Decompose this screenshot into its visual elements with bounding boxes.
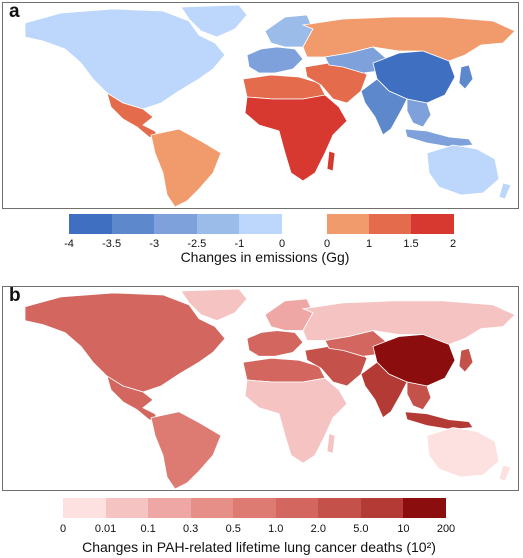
emissions-negative-tick-label: -1 <box>234 238 245 250</box>
emissions-negative-swatch-1 <box>111 214 155 234</box>
panel-label-b: b <box>9 286 21 306</box>
emissions-positive-tick-label: 1 <box>365 238 373 250</box>
deaths-swatch-3 <box>190 498 234 518</box>
deaths-region-india <box>360 361 408 419</box>
emissions-region-australia <box>426 144 500 196</box>
world-map-cancer-deaths <box>24 288 516 490</box>
deaths-region-southeast-asia <box>406 381 432 411</box>
deaths-region-japan <box>458 347 474 373</box>
deaths-region-africa <box>244 377 348 464</box>
deaths-swatch-0 <box>63 498 107 518</box>
deaths-swatch-5 <box>275 498 319 518</box>
emissions-positive-swatch-2 <box>411 214 454 234</box>
deaths-tick-label: 0 <box>59 523 67 535</box>
emissions-negative-tick-label: 0 <box>278 238 286 250</box>
emissions-region-africa <box>244 94 348 182</box>
deaths-tick-label: 0.3 <box>183 523 199 535</box>
deaths-region-south-america <box>150 411 222 490</box>
emissions-negative-swatch-4 <box>239 214 283 234</box>
emissions-region-indonesia <box>404 128 474 148</box>
emissions-region-greenland <box>180 4 248 38</box>
emissions-negative-tick-label: -3.5 <box>102 238 122 250</box>
deaths-region-indonesia <box>404 411 474 430</box>
emissions-positive-tick-label: 2 <box>449 238 457 250</box>
emissions-region-southeast-asia <box>406 98 432 128</box>
deaths-region-europe-west <box>246 330 304 357</box>
legend-title-emissions: Changes in emissions (Gg) <box>180 249 350 265</box>
emissions-negative-swatch-3 <box>196 214 240 234</box>
emissions-region-india <box>360 78 408 136</box>
emissions-positive-tick-label: 1.5 <box>403 238 419 250</box>
map-panel-b: b <box>2 286 519 491</box>
emissions-region-new-zealand <box>498 182 512 200</box>
deaths-tick-label: 0.1 <box>140 523 156 535</box>
deaths-swatch-4 <box>233 498 277 518</box>
deaths-swatch-6 <box>318 498 362 518</box>
deaths-region-australia <box>426 427 500 478</box>
emissions-region-south-america <box>150 128 222 208</box>
emissions-negative-tick-label: -4 <box>64 238 74 250</box>
legend-title-cancer-deaths: Changes in PAH-related lifetime lung can… <box>82 539 436 555</box>
deaths-tick-label: 2.0 <box>310 523 326 535</box>
deaths-tick-label: 5.0 <box>353 523 369 535</box>
deaths-swatch-2 <box>148 498 192 518</box>
emissions-positive-tick-label: 0 <box>323 238 331 250</box>
deaths-region-greenland <box>180 288 248 322</box>
emissions-region-japan <box>458 64 474 90</box>
legend-emissions: -4 -3.5 -3 -2.5 -1 0 0 1 1.5 2 Changes in emissi… <box>0 212 523 272</box>
deaths-region-north-america <box>24 292 226 393</box>
deaths-tick-label: 200 <box>436 523 456 535</box>
deaths-region-madagascar <box>326 432 336 454</box>
emissions-negative-tick-label: -2.5 <box>187 238 207 250</box>
emissions-region-madagascar <box>326 150 336 172</box>
emissions-region-europe-west <box>246 46 304 74</box>
emissions-negative-swatch-2 <box>154 214 198 234</box>
emissions-positive-swatch-0 <box>327 214 370 234</box>
legend-cancer-deaths: 0 0.01 0.1 0.3 0.5 1.0 2.0 5.0 10 200 Changes in … <box>0 496 523 558</box>
deaths-swatch-7 <box>360 498 404 518</box>
emissions-positive-swatch-1 <box>369 214 412 234</box>
deaths-tick-label: 1.0 <box>268 523 284 535</box>
deaths-region-new-zealand <box>498 464 512 482</box>
world-map-emissions <box>24 4 516 208</box>
panel-label-a: a <box>9 2 20 22</box>
emissions-negative-swatch-0 <box>69 214 113 234</box>
deaths-tick-label: 10 <box>397 523 410 535</box>
emissions-region-north-america <box>24 8 226 110</box>
deaths-tick-label: 0.01 <box>94 523 117 535</box>
deaths-swatch-1 <box>105 498 149 518</box>
deaths-swatch-8 <box>403 498 447 518</box>
emissions-negative-tick-label: -3 <box>149 238 160 250</box>
deaths-tick-label: 0.5 <box>225 523 241 535</box>
map-panel-a: a <box>2 2 519 209</box>
